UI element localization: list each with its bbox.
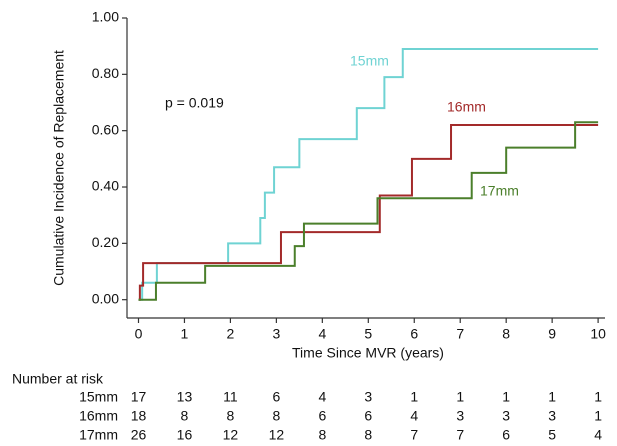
x-tick-label: 9 — [548, 326, 556, 342]
risk-count: 4 — [410, 408, 418, 424]
y-tick-label: 0.20 — [92, 234, 119, 250]
risk-count: 8 — [272, 408, 280, 424]
risk-count: 6 — [318, 408, 326, 424]
risk-count: 8 — [181, 408, 189, 424]
series-label: 15mm — [350, 53, 389, 69]
y-tick-label: 0.40 — [92, 178, 119, 194]
risk-count: 16 — [177, 427, 193, 443]
risk-count: 17 — [131, 389, 147, 405]
risk-count: 3 — [548, 408, 556, 424]
risk-count: 8 — [318, 427, 326, 443]
y-tick-label: 0.60 — [92, 121, 119, 137]
risk-count: 18 — [131, 408, 147, 424]
risk-count: 6 — [272, 389, 280, 405]
y-tick-label: 0.00 — [92, 290, 119, 306]
x-tick-label: 10 — [590, 326, 606, 342]
risk-count: 8 — [364, 427, 372, 443]
risk-count: 26 — [131, 427, 147, 443]
x-tick-label: 6 — [410, 326, 418, 342]
series-label: 16mm — [447, 99, 486, 115]
risk-count: 4 — [318, 389, 326, 405]
risk-count: 6 — [364, 408, 372, 424]
series-label: 17mm — [480, 183, 519, 199]
risk-count: 4 — [594, 427, 602, 443]
risk-count: 3 — [364, 389, 372, 405]
risk-row-name: 17mm — [79, 427, 118, 443]
x-tick-label: 8 — [502, 326, 510, 342]
risk-table-title: Number at risk — [12, 371, 104, 387]
risk-count: 6 — [502, 427, 510, 443]
risk-count: 7 — [410, 427, 418, 443]
step-line — [138, 124, 599, 301]
x-tick-label: 0 — [135, 326, 143, 342]
risk-count: 3 — [456, 408, 464, 424]
x-axis-label: Time Since MVR (years) — [292, 345, 444, 361]
risk-row-name: 15mm — [79, 389, 118, 405]
x-tick-label: 4 — [318, 326, 326, 342]
risk-row-name: 16mm — [79, 408, 118, 424]
risk-count: 1 — [594, 389, 602, 405]
x-tick-label: 5 — [364, 326, 372, 342]
risk-count: 1 — [456, 389, 464, 405]
y-axis-label: Cumulative Incidence of Replacement — [51, 50, 67, 286]
x-tick-label: 1 — [181, 326, 189, 342]
risk-count: 13 — [177, 389, 193, 405]
step-line — [138, 121, 599, 301]
risk-count: 5 — [548, 427, 556, 443]
x-tick-label: 2 — [227, 326, 235, 342]
annotation: p = 0.019 — [165, 95, 224, 111]
risk-count: 7 — [456, 427, 464, 443]
risk-count: 1 — [502, 389, 510, 405]
risk-count: 1 — [594, 408, 602, 424]
risk-count: 12 — [223, 427, 239, 443]
risk-count: 8 — [227, 408, 235, 424]
risk-count: 1 — [548, 389, 556, 405]
risk-count: 3 — [502, 408, 510, 424]
y-tick-label: 0.80 — [92, 65, 119, 81]
x-tick-label: 7 — [456, 326, 464, 342]
risk-count: 11 — [223, 389, 238, 405]
risk-count: 1 — [410, 389, 418, 405]
risk-count: 12 — [269, 427, 285, 443]
y-tick-label: 1.00 — [92, 9, 119, 25]
x-tick-label: 3 — [272, 326, 280, 342]
step-line — [138, 47, 599, 301]
